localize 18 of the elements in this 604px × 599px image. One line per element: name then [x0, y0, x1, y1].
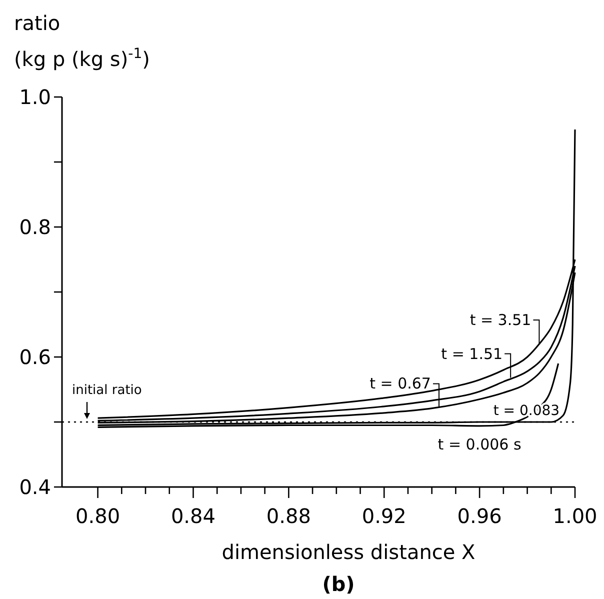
x-tick-label: 0.88 [266, 504, 311, 528]
y-axis-title: ratio (kg p (kg s)$^{-1}$) [14, 11, 150, 71]
x-tick-label: 0.92 [362, 504, 406, 528]
y-tick-label: 1.0 [19, 85, 51, 109]
x-tick-label: 1.00 [552, 504, 598, 528]
x-tick-label: 0.96 [457, 504, 502, 528]
annotation: t = 0.006 s [438, 435, 522, 454]
y-tick-label: 0.6 [19, 345, 51, 369]
x-axis-title: dimensionless distance X [222, 540, 476, 564]
text: (b) [322, 572, 355, 596]
y-tick-label: 0.4 [19, 475, 51, 499]
ref-line-label: initial ratio [72, 383, 142, 398]
annotation: t = 0.67 [370, 374, 431, 393]
y-tick-label: 0.8 [19, 215, 51, 239]
x-tick-label: 0.80 [76, 504, 120, 528]
annotation: t = 1.51 [441, 344, 503, 363]
x-tick-label: 0.84 [170, 504, 216, 528]
annotation: t = 3.51 [470, 311, 532, 329]
